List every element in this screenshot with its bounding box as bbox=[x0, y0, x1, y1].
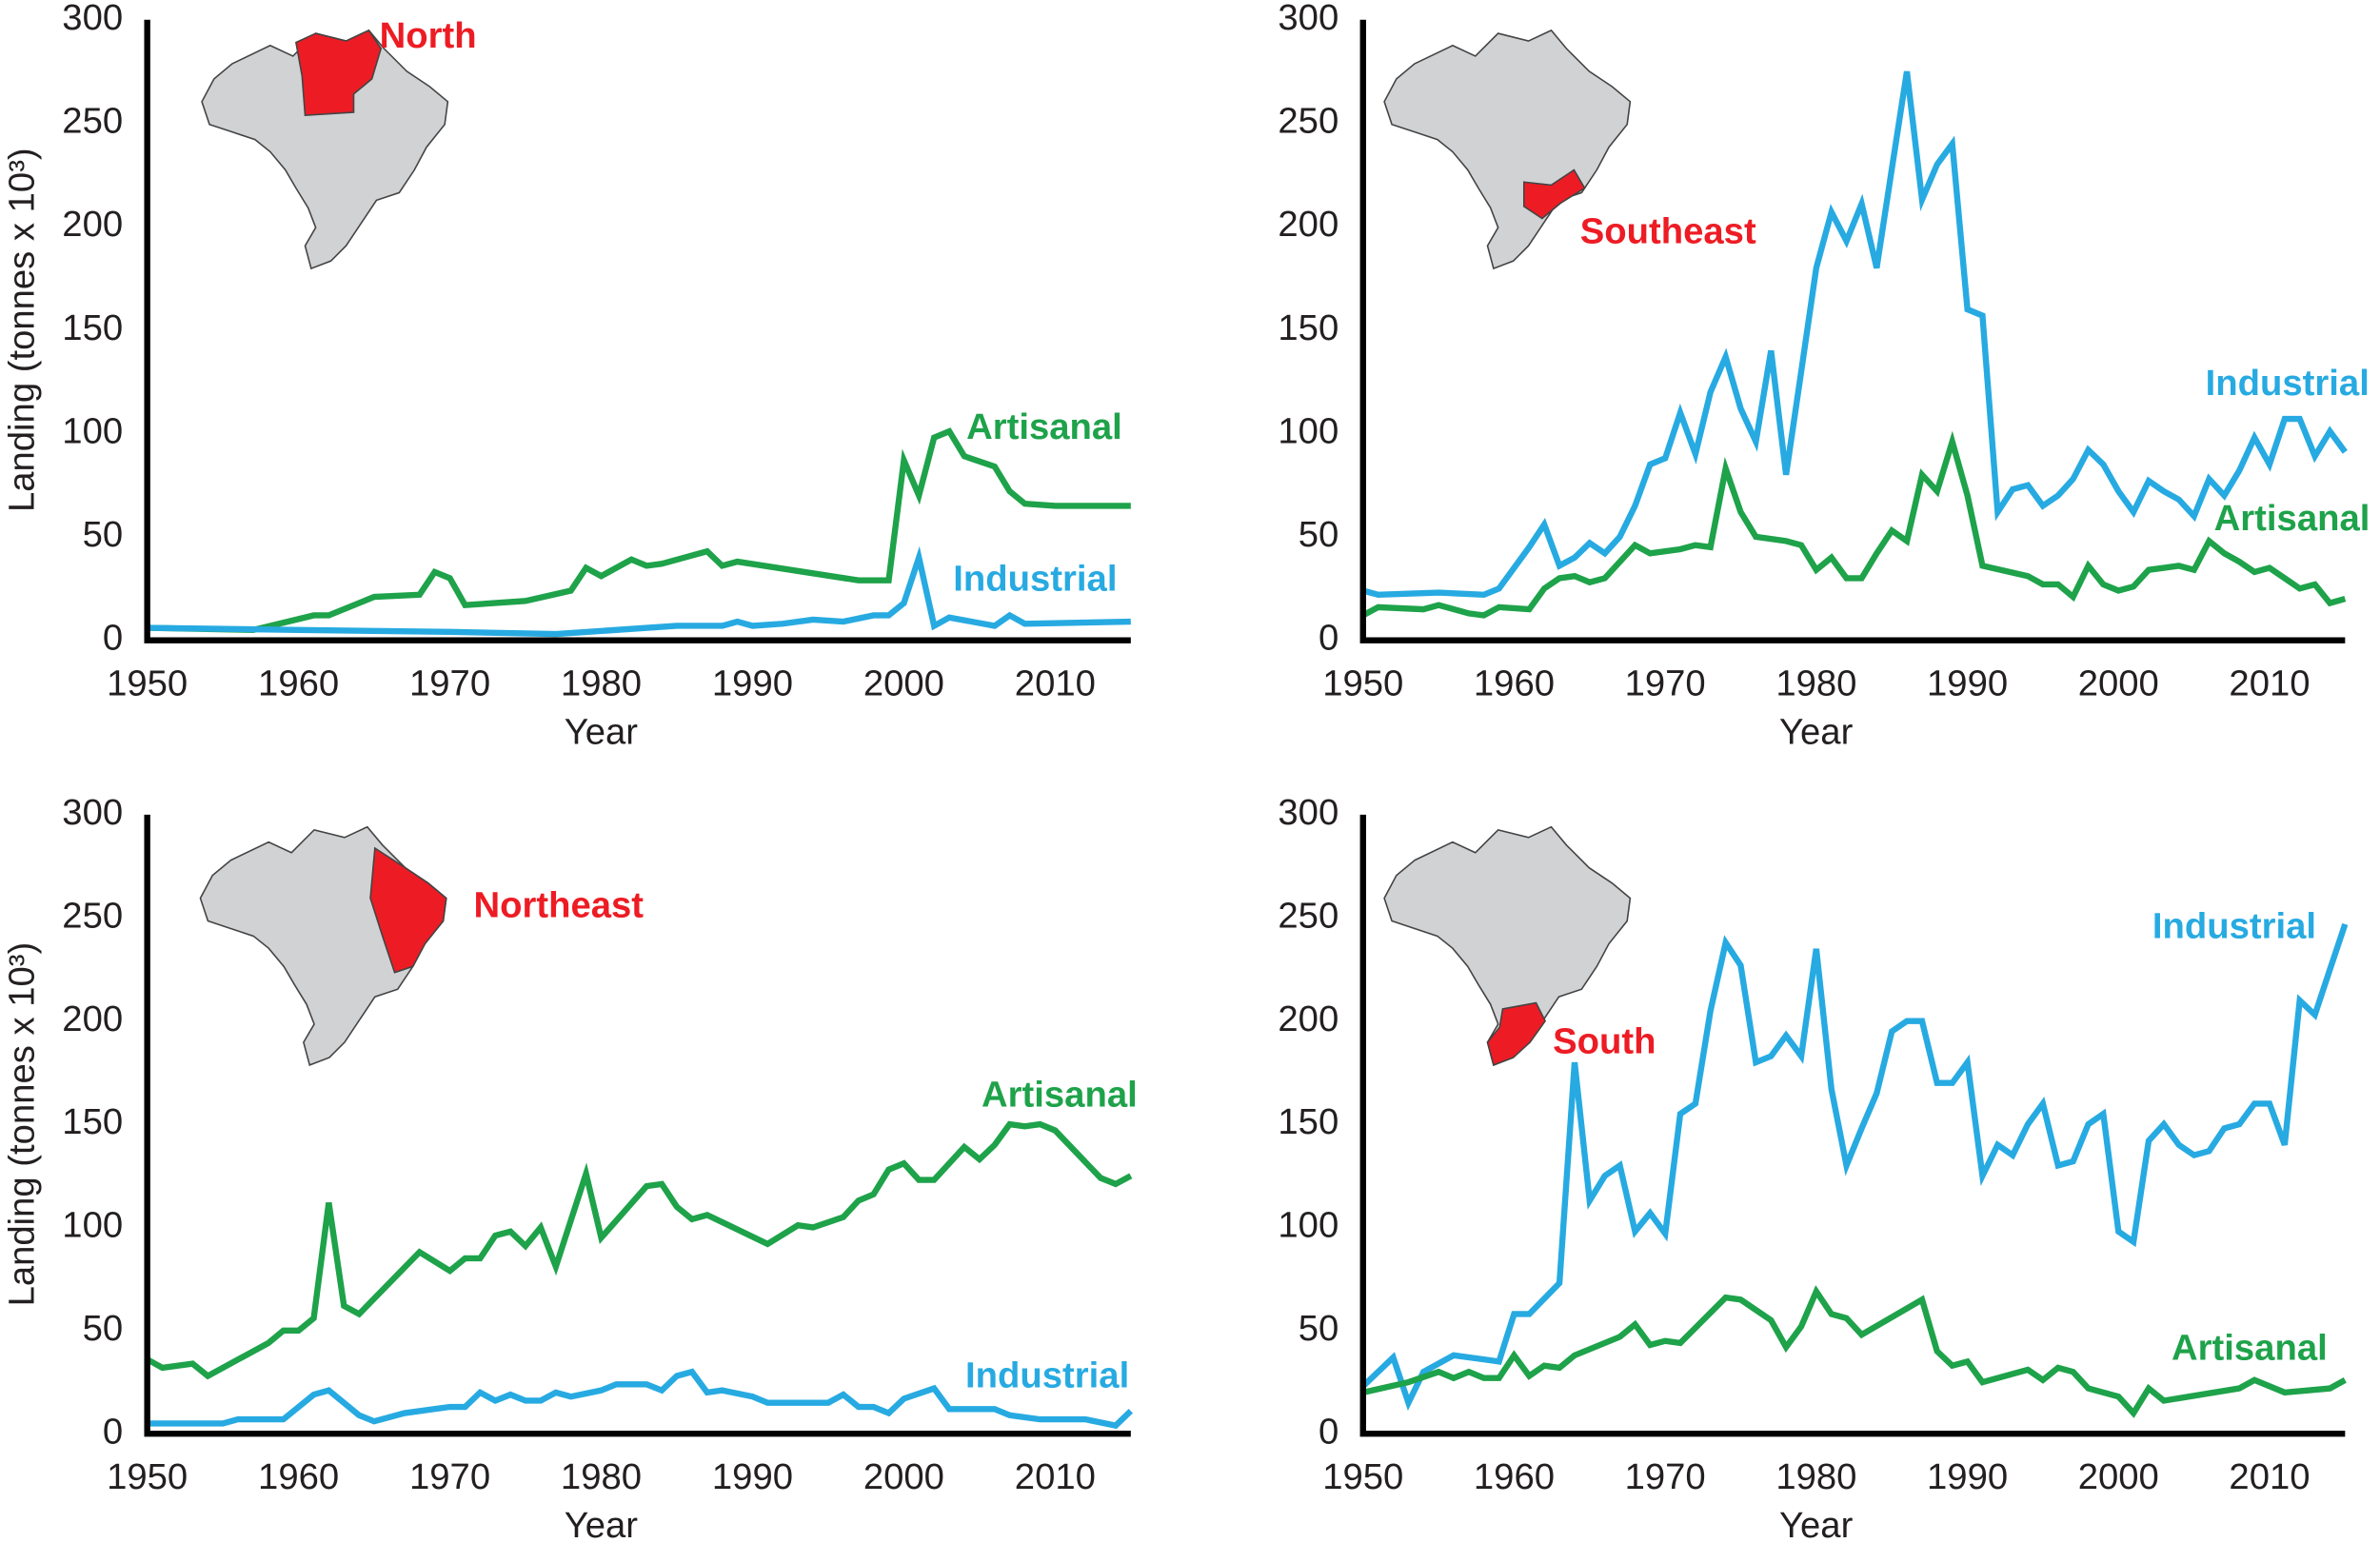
series-label: Artisanal bbox=[982, 1075, 1138, 1116]
y-tick-label: 200 bbox=[62, 999, 123, 1039]
map-north bbox=[201, 29, 449, 269]
series-line bbox=[147, 427, 1131, 633]
x-tick-label: 1980 bbox=[1775, 1456, 1856, 1497]
region-label: North bbox=[380, 15, 477, 56]
x-tick-label: 1960 bbox=[258, 663, 339, 704]
x-tick-label: 1950 bbox=[107, 1456, 188, 1497]
y-axis-label: Landing (tonnes x 10³) bbox=[2, 148, 43, 512]
x-axis-label: Year bbox=[1779, 712, 1854, 753]
y-tick-label: 250 bbox=[62, 895, 123, 936]
x-axis-label: Year bbox=[565, 712, 639, 753]
x-tick-label: 2010 bbox=[1015, 663, 1096, 704]
x-tick-label: 1980 bbox=[561, 1456, 642, 1497]
series-line bbox=[147, 545, 1131, 638]
x-tick-label: 1950 bbox=[107, 663, 188, 704]
x-tick-label: 1970 bbox=[409, 663, 490, 704]
series-line bbox=[1360, 922, 2349, 1412]
series-line bbox=[1361, 70, 2348, 599]
x-tick-label: 1960 bbox=[258, 1456, 339, 1497]
x-tick-label: 1970 bbox=[1625, 1456, 1706, 1497]
series-label: Industrial bbox=[965, 1355, 1129, 1395]
y-tick-label: 250 bbox=[1278, 895, 1339, 936]
y-tick-label: 200 bbox=[1278, 999, 1339, 1039]
series-line bbox=[146, 1120, 1133, 1380]
series-label: Artisanal bbox=[2172, 1328, 2328, 1369]
x-tick-label: 1980 bbox=[561, 663, 642, 704]
x-tick-label: 1950 bbox=[1322, 663, 1403, 704]
y-tick-label: 150 bbox=[1278, 1101, 1339, 1142]
x-axis-label: Year bbox=[565, 1505, 639, 1543]
x-tick-label: 1990 bbox=[1927, 663, 2008, 704]
x-tick-label: 1970 bbox=[409, 1456, 490, 1497]
axes bbox=[1359, 814, 2346, 1437]
x-tick-label: 2000 bbox=[863, 1456, 944, 1497]
y-tick-label: 300 bbox=[1278, 792, 1339, 833]
y-tick-label: 150 bbox=[1278, 307, 1339, 348]
x-tick-label: 1960 bbox=[1474, 663, 1555, 704]
y-tick-label: 250 bbox=[62, 100, 123, 141]
axes bbox=[144, 814, 1131, 1437]
axes bbox=[144, 19, 1131, 643]
y-tick-label: 300 bbox=[62, 792, 123, 833]
x-tick-label: 2010 bbox=[2229, 663, 2310, 704]
y-tick-label: 100 bbox=[1278, 410, 1339, 451]
series-label: Artisanal bbox=[2214, 498, 2370, 539]
x-tick-label: 1970 bbox=[1625, 663, 1706, 704]
series-label: Artisanal bbox=[966, 406, 1122, 447]
x-tick-label: 1990 bbox=[712, 663, 793, 704]
map-southeast bbox=[1383, 30, 1632, 269]
y-tick-label: 100 bbox=[62, 410, 123, 451]
x-tick-label: 2000 bbox=[2078, 1456, 2159, 1497]
y-tick-label: 150 bbox=[62, 307, 123, 348]
region-label: South bbox=[1553, 1021, 1656, 1062]
y-tick-label: 250 bbox=[1278, 100, 1339, 141]
y-tick-label: 300 bbox=[62, 0, 123, 38]
x-tick-label: 2000 bbox=[863, 663, 944, 704]
region-label: Northeast bbox=[473, 884, 644, 925]
y-tick-label: 150 bbox=[62, 1101, 123, 1142]
map-northeast bbox=[199, 825, 447, 1066]
series-line bbox=[147, 1368, 1134, 1430]
series-line bbox=[1362, 1285, 2347, 1418]
series-label: Industrial bbox=[2206, 363, 2370, 404]
x-tick-label: 2010 bbox=[1015, 1456, 1096, 1497]
y-tick-label: 300 bbox=[1278, 0, 1339, 38]
y-tick-label: 50 bbox=[1299, 1308, 1339, 1349]
y-tick-label: 50 bbox=[83, 1308, 124, 1349]
axes bbox=[1359, 19, 2346, 643]
y-tick-label: 50 bbox=[1299, 514, 1339, 555]
y-axis-label: Landing (tonnes x 10³) bbox=[2, 942, 43, 1307]
x-tick-label: 2000 bbox=[2078, 663, 2159, 704]
y-tick-label: 0 bbox=[1319, 1411, 1339, 1452]
y-tick-label: 100 bbox=[62, 1205, 123, 1246]
series-label: Industrial bbox=[953, 559, 1117, 600]
y-tick-label: 200 bbox=[62, 204, 123, 245]
region-label: Southeast bbox=[1580, 211, 1756, 252]
x-tick-label: 1950 bbox=[1322, 1456, 1403, 1497]
y-tick-label: 100 bbox=[1278, 1205, 1339, 1246]
x-tick-label: 1990 bbox=[712, 1456, 793, 1497]
y-tick-label: 200 bbox=[1278, 204, 1339, 245]
y-tick-label: 0 bbox=[103, 1411, 123, 1452]
y-tick-label: 0 bbox=[103, 618, 123, 659]
map-south bbox=[1383, 825, 1632, 1066]
x-tick-label: 1960 bbox=[1474, 1456, 1555, 1497]
x-axis-label: Year bbox=[1779, 1505, 1854, 1543]
series-line bbox=[1361, 430, 2347, 619]
x-tick-label: 1980 bbox=[1775, 663, 1856, 704]
series-label: Industrial bbox=[2152, 906, 2316, 947]
x-tick-label: 1990 bbox=[1927, 1456, 2008, 1497]
x-tick-label: 2010 bbox=[2229, 1456, 2310, 1497]
y-tick-label: 0 bbox=[1319, 618, 1339, 659]
y-tick-label: 50 bbox=[83, 514, 124, 555]
